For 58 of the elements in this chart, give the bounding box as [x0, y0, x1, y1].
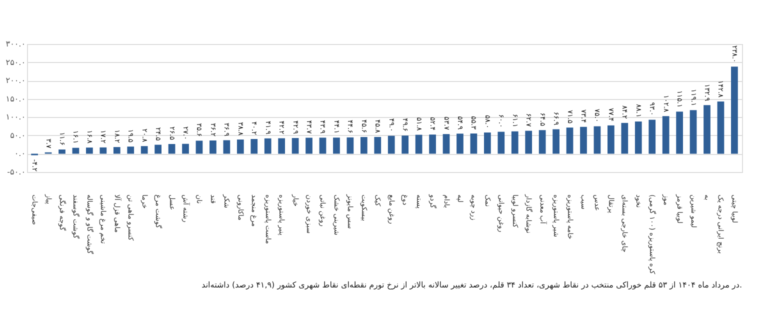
bar	[333, 138, 340, 154]
bar	[292, 138, 299, 154]
bar	[525, 130, 532, 154]
bar	[470, 133, 478, 154]
y-tick-label: ۳۰۰.۰	[6, 40, 26, 48]
bar	[415, 134, 422, 154]
bar	[621, 122, 628, 154]
y-tick-label: ۵۰.۰	[10, 130, 26, 140]
bar	[484, 132, 491, 154]
bar	[429, 134, 436, 154]
bar	[264, 138, 272, 154]
bar	[113, 147, 120, 154]
bar	[511, 131, 518, 154]
bar	[608, 125, 614, 154]
bar	[250, 139, 258, 154]
bar	[127, 146, 134, 154]
bar	[319, 138, 326, 154]
bar	[58, 149, 66, 154]
bar	[196, 140, 203, 154]
y-tick-label: ۱۰۰.۰	[6, 112, 26, 122]
bar	[552, 129, 560, 154]
bar	[402, 136, 409, 154]
y-tick-label: ۱۵۰.۰	[6, 94, 26, 104]
y-tick-label: -۵۰.۰	[7, 168, 26, 176]
bar	[100, 147, 107, 154]
bar	[498, 132, 505, 154]
bar	[717, 101, 724, 154]
bar	[182, 144, 189, 154]
bar	[168, 144, 176, 154]
bar	[306, 138, 312, 154]
bar	[223, 140, 230, 154]
bar	[594, 126, 601, 154]
bar	[731, 66, 738, 154]
bar	[704, 105, 710, 154]
bar	[662, 116, 670, 154]
bar	[346, 137, 354, 154]
bar	[648, 120, 656, 154]
bar	[360, 137, 368, 154]
bar	[456, 134, 464, 154]
bar	[154, 144, 162, 154]
bar	[442, 134, 450, 154]
bar	[634, 121, 642, 154]
bar	[140, 146, 148, 154]
bar	[86, 148, 93, 154]
bar	[278, 138, 286, 154]
bar	[538, 130, 546, 154]
bar	[566, 128, 574, 154]
bar	[374, 136, 382, 154]
bar	[210, 140, 216, 154]
y-tick-label: ۰.۰	[14, 149, 26, 158]
text: در مرداد ماه ۱۴۰۴ از ۵۳ قلم خوراکی منتخب در نقاط شهری، تعداد ۳۴ قلم، درصد تغییر سالانه بالاتر از نرخ تورم نقطه‌ای نقاط شهری کشور (۴۱,۹ درصد) داشته‌اند.	[202, 280, 742, 290]
bar	[580, 126, 587, 154]
y-tick-label: ۲۵۰.۰	[6, 58, 26, 67]
bar	[676, 112, 683, 154]
bar	[690, 110, 697, 154]
y-tick-label: ۲۰۰.۰	[6, 76, 26, 86]
bar	[236, 140, 244, 154]
bar	[388, 136, 395, 154]
